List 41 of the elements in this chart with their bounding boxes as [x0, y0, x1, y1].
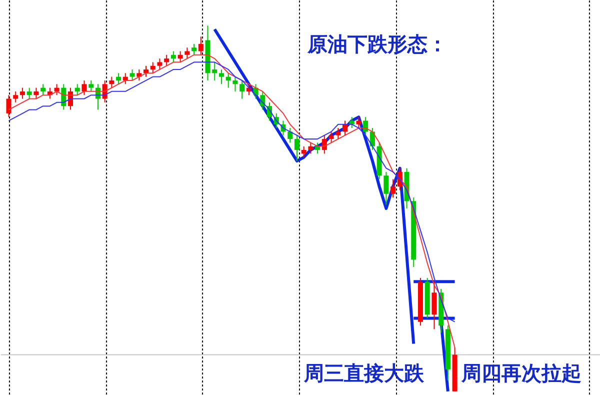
candlestick	[164, 54, 170, 66]
candlestick	[390, 178, 396, 198]
candlestick	[150, 62, 156, 74]
candlestick	[40, 84, 46, 96]
candlestick	[356, 116, 362, 129]
candlestick	[109, 76, 114, 88]
candlestick	[116, 72, 122, 85]
candlestick	[288, 128, 293, 144]
candlestick	[328, 131, 334, 144]
candlestick	[170, 50, 176, 63]
candlestick	[294, 134, 300, 162]
candlestick	[198, 36, 204, 56]
candlestick	[301, 146, 306, 158]
candlestick	[192, 43, 197, 56]
candlestick	[157, 58, 162, 70]
candlestick	[178, 50, 183, 63]
candlestick	[218, 68, 224, 85]
candlestick	[34, 87, 39, 100]
candlestick	[26, 87, 32, 100]
candlestick	[88, 80, 94, 92]
candlestick	[13, 90, 18, 103]
candlestick	[336, 128, 341, 140]
candlestick	[432, 281, 437, 330]
candlestick	[74, 84, 80, 96]
annotation: 原油下跌形态：	[306, 32, 448, 56]
candlestick	[232, 76, 238, 92]
candlestick	[54, 84, 60, 96]
candlestick	[226, 72, 231, 88]
candlestick	[349, 116, 354, 129]
candlestick	[363, 116, 368, 136]
candlestick	[308, 142, 314, 154]
annotation: 周三直接大跌	[302, 361, 425, 386]
candlestick	[82, 80, 87, 96]
candlestick	[184, 47, 190, 60]
candlestick	[130, 68, 135, 81]
text: 周四再次拉起	[460, 361, 582, 386]
candlestick	[20, 87, 25, 100]
candlestick	[240, 80, 245, 100]
candlestick	[384, 171, 389, 206]
candlestick	[322, 134, 327, 154]
candlestick	[6, 94, 12, 118]
